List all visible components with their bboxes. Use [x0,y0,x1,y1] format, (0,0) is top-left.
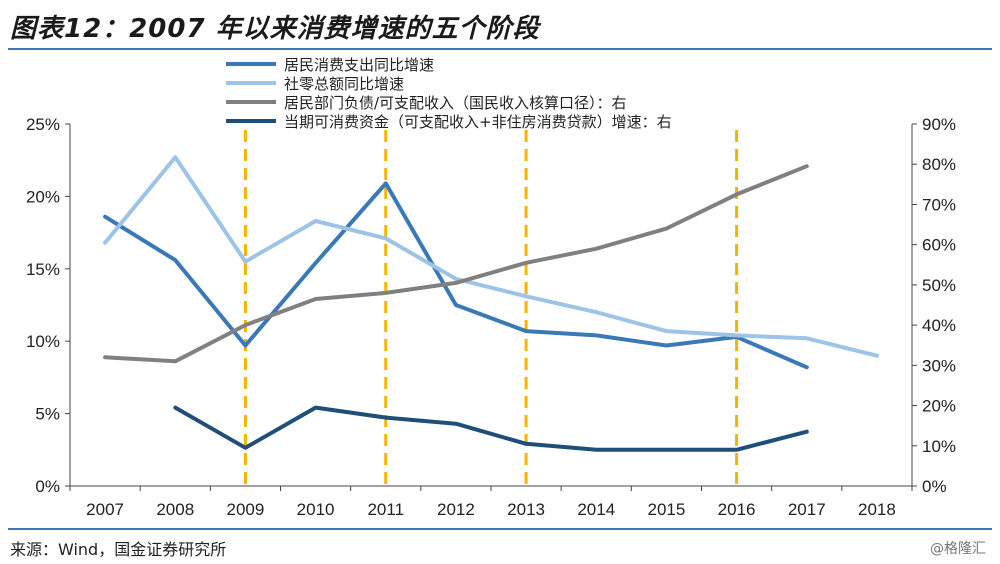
right-tick-label: 20% [922,397,956,416]
x-tick-label: 2016 [718,500,756,519]
legend-label-3: 居民部门负债/可支配收入（国民收入核算口径）：右 [284,94,627,112]
series-line-2 [103,155,879,358]
left-tick-label: 10% [26,332,60,351]
bottom-rule [8,528,992,530]
title-bar: 图表12：2007 年以来消费增速的五个阶段 [0,0,1000,48]
right-tick-label: 80% [922,155,956,174]
x-tick-label: 2009 [227,500,265,519]
axes: 0% 5% 10% 15% 20% 25% 0% 10% 20% 30% 40% 50% 60% 70% 8… [26,115,956,519]
right-tick-label: 40% [922,316,956,335]
right-tick-label: 90% [922,115,956,134]
left-tick-label: 5% [35,405,60,424]
series-line-1 [103,181,809,370]
x-tick-label: 2013 [507,500,545,519]
top-rule [8,48,992,50]
right-tick-label: 60% [922,236,956,255]
series-line-4 [173,405,809,452]
series-line-3 [103,164,809,364]
x-tick-label: 2010 [297,500,335,519]
x-tick-label: 2007 [86,500,124,519]
x-tick-label: 2015 [648,500,686,519]
x-tick-label: 2011 [367,500,404,519]
stage-dividers [243,130,739,486]
watermark: @格隆汇 [930,541,986,557]
left-tick-label: 20% [26,187,60,206]
left-tick-label: 0% [35,477,60,496]
left-tick-label: 25% [26,115,60,134]
x-tick-label: 2018 [858,500,896,519]
left-tick-label: 15% [26,260,60,279]
right-tick-label: 70% [922,195,956,214]
legend-label-2: 社零总额同比增速 [284,75,404,93]
legend: 居民消费支出同比增速社零总额同比增速居民部门负债/可支配收入（国民收入核算口径）… [226,56,672,131]
series-lines [103,155,879,452]
right-tick-label: 30% [922,356,956,375]
legend-label-4: 当期可消费资金（可支配收入+非住房消费贷款）增速：右 [284,113,672,131]
right-tick-label: 0% [922,477,947,496]
right-tick-label: 50% [922,276,956,295]
x-tick-label: 2008 [156,500,194,519]
legend-label-1: 居民消费支出同比增速 [284,56,434,74]
x-tick-label: 2017 [788,500,826,519]
right-tick-label: 10% [922,437,956,456]
chart-title: 图表12：2007 年以来消费增速的五个阶段 [10,14,540,44]
x-tick-label: 2014 [577,500,615,519]
source-note: 来源：Wind，国金证券研究所 [10,540,227,559]
x-tick-label: 2012 [437,500,475,519]
